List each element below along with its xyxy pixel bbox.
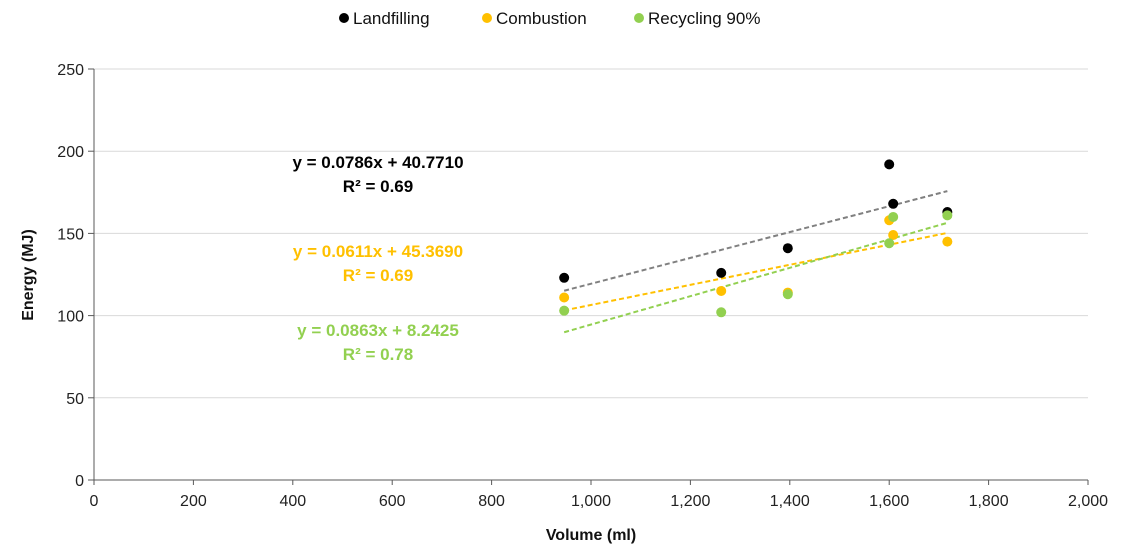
x-tick-label: 1,200 bbox=[670, 493, 710, 510]
legend-marker-recycling bbox=[634, 13, 644, 23]
equation-combustion: y = 0.0611x + 45.3690 bbox=[293, 242, 463, 261]
data-point-series-0 bbox=[782, 243, 793, 254]
data-point-series-1 bbox=[888, 230, 899, 241]
legend-marker-landfilling bbox=[339, 13, 349, 23]
legend: Landfilling Combustion Recycling 90% bbox=[339, 9, 760, 28]
data-point-series-1 bbox=[716, 285, 727, 296]
gridlines bbox=[94, 68, 1088, 399]
y-tick-label: 50 bbox=[66, 391, 84, 408]
trendline-series-1 bbox=[563, 231, 948, 312]
trendlines bbox=[563, 190, 948, 334]
x-tick-label: 1,000 bbox=[571, 493, 611, 510]
x-tick-label: 400 bbox=[279, 493, 306, 510]
data-point-series-2 bbox=[716, 307, 727, 318]
axes bbox=[88, 68, 1089, 485]
trendline-series-0 bbox=[563, 190, 948, 292]
r-squared-recycling: R² = 0.78 bbox=[343, 345, 413, 364]
x-axis-title: Volume (ml) bbox=[546, 527, 636, 544]
y-tick-label: 250 bbox=[57, 62, 84, 79]
r-squared-combustion: R² = 0.69 bbox=[343, 266, 413, 285]
data-point-series-2 bbox=[782, 289, 793, 300]
trend-equations: y = 0.0786x + 40.7710 R² = 0.69 y = 0.06… bbox=[292, 153, 463, 364]
legend-label-landfilling: Landfilling bbox=[353, 9, 430, 28]
r-squared-landfilling: R² = 0.69 bbox=[343, 177, 413, 196]
data-points bbox=[559, 159, 953, 318]
data-point-series-1 bbox=[559, 292, 570, 303]
equation-recycling: y = 0.0863x + 8.2425 bbox=[297, 321, 459, 340]
legend-marker-combustion bbox=[482, 13, 492, 23]
data-point-series-2 bbox=[884, 238, 895, 249]
data-point-series-1 bbox=[942, 236, 953, 247]
legend-label-combustion: Combustion bbox=[496, 9, 587, 28]
data-point-series-0 bbox=[716, 267, 727, 278]
x-tick-label: 2,000 bbox=[1068, 493, 1108, 510]
x-tick-label: 1,600 bbox=[869, 493, 909, 510]
y-tick-label: 150 bbox=[57, 226, 84, 243]
data-point-series-0 bbox=[559, 272, 570, 283]
y-axis-title: Energy (MJ) bbox=[20, 229, 37, 321]
y-tick-label: 100 bbox=[57, 309, 84, 326]
data-point-series-0 bbox=[888, 198, 899, 209]
y-tick-label: 200 bbox=[57, 144, 84, 161]
y-tick-label: 0 bbox=[75, 473, 84, 490]
x-tick-label: 800 bbox=[478, 493, 505, 510]
equation-landfilling: y = 0.0786x + 40.7710 bbox=[292, 153, 463, 172]
data-point-series-2 bbox=[559, 305, 570, 316]
data-point-series-0 bbox=[884, 159, 895, 170]
x-tick-label: 200 bbox=[180, 493, 207, 510]
x-tick-label: 600 bbox=[379, 493, 406, 510]
trendline-series-2 bbox=[563, 221, 948, 334]
data-point-series-2 bbox=[888, 211, 899, 222]
legend-label-recycling: Recycling 90% bbox=[648, 9, 760, 28]
x-tick-label: 0 bbox=[90, 493, 99, 510]
data-point-series-2 bbox=[942, 210, 953, 221]
x-tick-labels: 0 200 400 600 800 1,000 1,200 1,400 1,600 1,800 2,… bbox=[90, 493, 1109, 510]
x-tick-label: 1,800 bbox=[969, 493, 1009, 510]
x-tick-label: 1,400 bbox=[770, 493, 810, 510]
y-tick-labels: 0 50 100 150 200 250 bbox=[57, 62, 84, 490]
